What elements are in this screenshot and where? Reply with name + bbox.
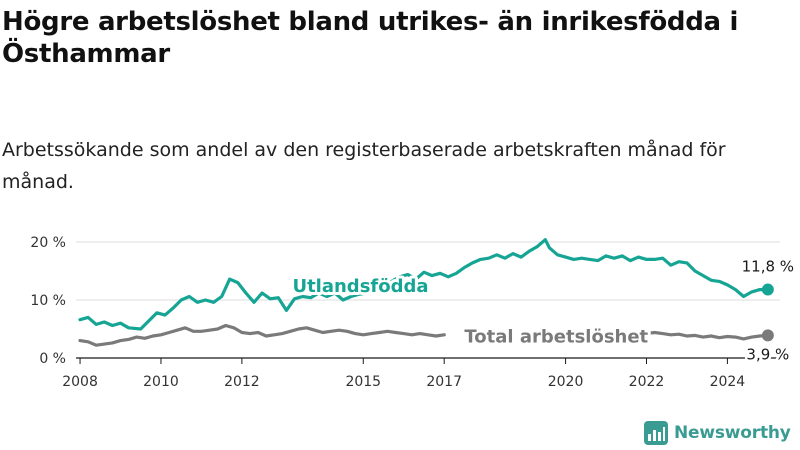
x-tick-label: 2010 [143, 374, 179, 390]
y-tick-label: 0 % [39, 351, 66, 367]
y-tick-label: 20 % [30, 235, 66, 251]
newsworthy-logo-icon [644, 421, 668, 445]
series-line-total [644, 330, 770, 341]
end-point-utlandsfodda [761, 283, 774, 296]
x-tick-label: 2024 [710, 374, 746, 390]
x-tick-label: 2008 [62, 374, 98, 390]
series-line-total [78, 323, 446, 347]
series-label-total: Total arbetslöshet [464, 326, 648, 347]
end-label-utlandsfodda: 11,8 % [742, 258, 794, 276]
chart-subtitle: Arbetssökande som andel av den registerb… [2, 139, 726, 193]
y-tick-label: 10 % [30, 293, 66, 309]
x-tick-label: 2022 [629, 374, 665, 390]
x-tick-label: 2017 [426, 374, 462, 390]
end-label-total: 3,9 % [746, 345, 789, 363]
chart-title: Högre arbetslöshet bland utrikes- än inr… [2, 7, 739, 69]
end-point-total [761, 329, 774, 342]
series-line-utlandsfodda [78, 238, 770, 331]
x-tick-label: 2012 [224, 374, 260, 390]
x-tick-label: 2015 [345, 374, 381, 390]
x-tick-label: 2020 [548, 374, 584, 390]
series-label-utlandsfodda: Utlandsfödda [292, 276, 428, 297]
newsworthy-logo-text: Newsworthy [674, 423, 791, 443]
newsworthy-logo: Newsworthy [644, 420, 791, 446]
